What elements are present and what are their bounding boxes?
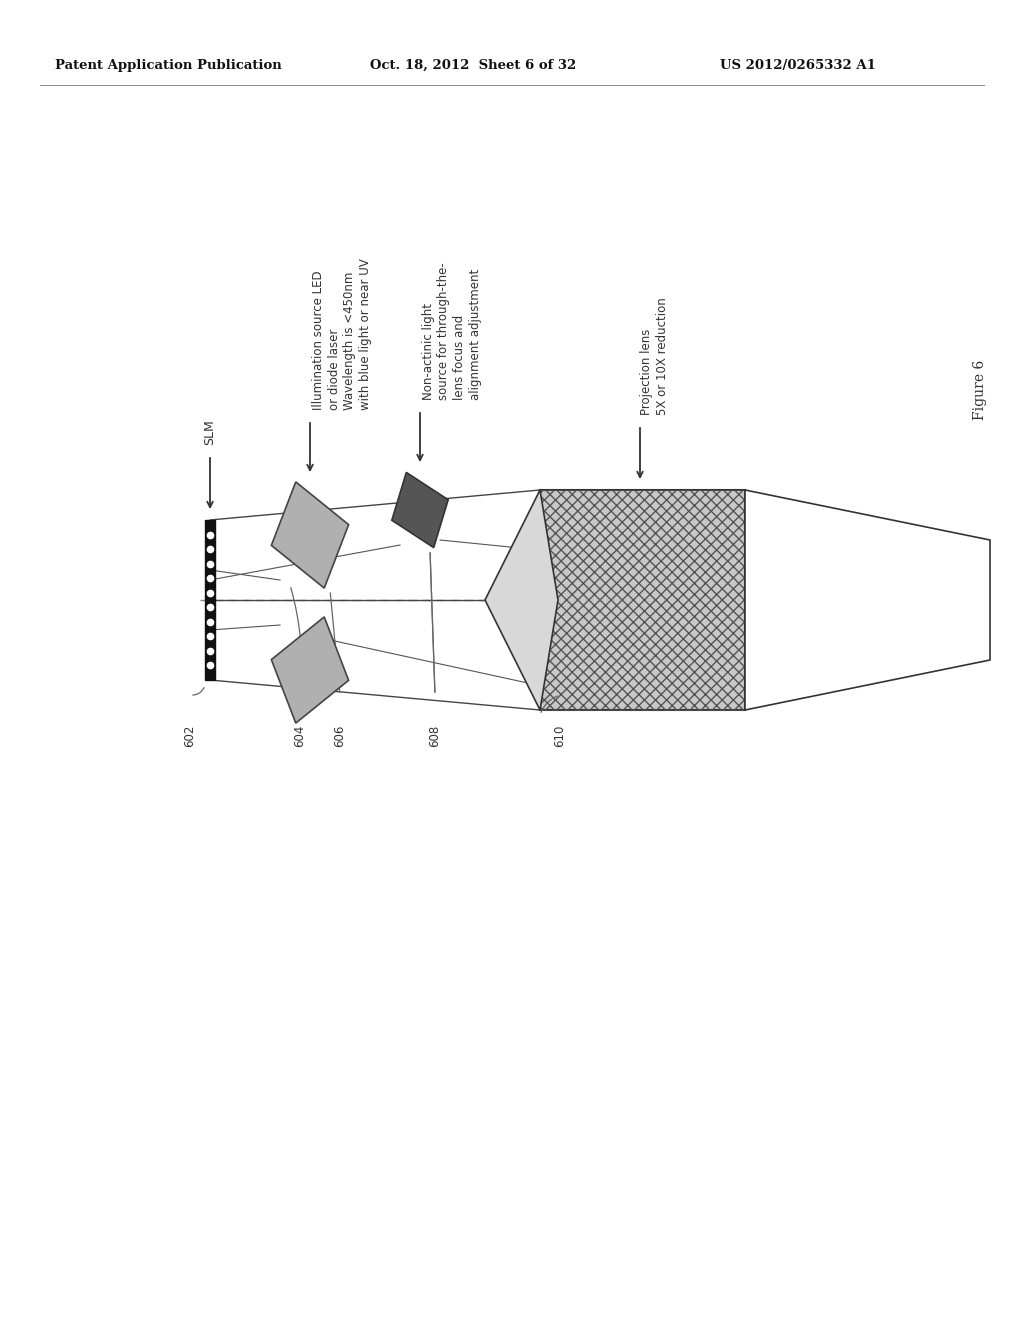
Polygon shape [271, 616, 348, 723]
Polygon shape [745, 490, 990, 710]
Bar [540, 490, 745, 710]
Text: Illumination source LED
or diode laser
Wavelength is <450nm
with blue light or n: Illumination source LED or diode laser W… [312, 259, 372, 411]
Polygon shape [392, 473, 449, 548]
Text: Non-actinic light
source for through-the-
lens focus and
alignment adjustment: Non-actinic light source for through-the… [422, 263, 481, 400]
Text: US 2012/0265332 A1: US 2012/0265332 A1 [720, 58, 876, 71]
Text: 606: 606 [334, 725, 346, 747]
Text: 602: 602 [183, 725, 197, 747]
Text: 610: 610 [554, 725, 566, 747]
Text: Patent Application Publication: Patent Application Publication [55, 58, 282, 71]
Text: Figure 6: Figure 6 [973, 360, 987, 420]
Polygon shape [271, 482, 348, 589]
Text: 608: 608 [428, 725, 441, 747]
Polygon shape [485, 490, 558, 710]
Text: Oct. 18, 2012  Sheet 6 of 32: Oct. 18, 2012 Sheet 6 of 32 [370, 58, 577, 71]
Bar [540, 490, 745, 710]
Text: SLM: SLM [204, 420, 216, 445]
Text: Projection lens
5X or 10X reduction: Projection lens 5X or 10X reduction [640, 297, 669, 414]
Bar [205, 520, 215, 680]
Text: 604: 604 [294, 725, 306, 747]
